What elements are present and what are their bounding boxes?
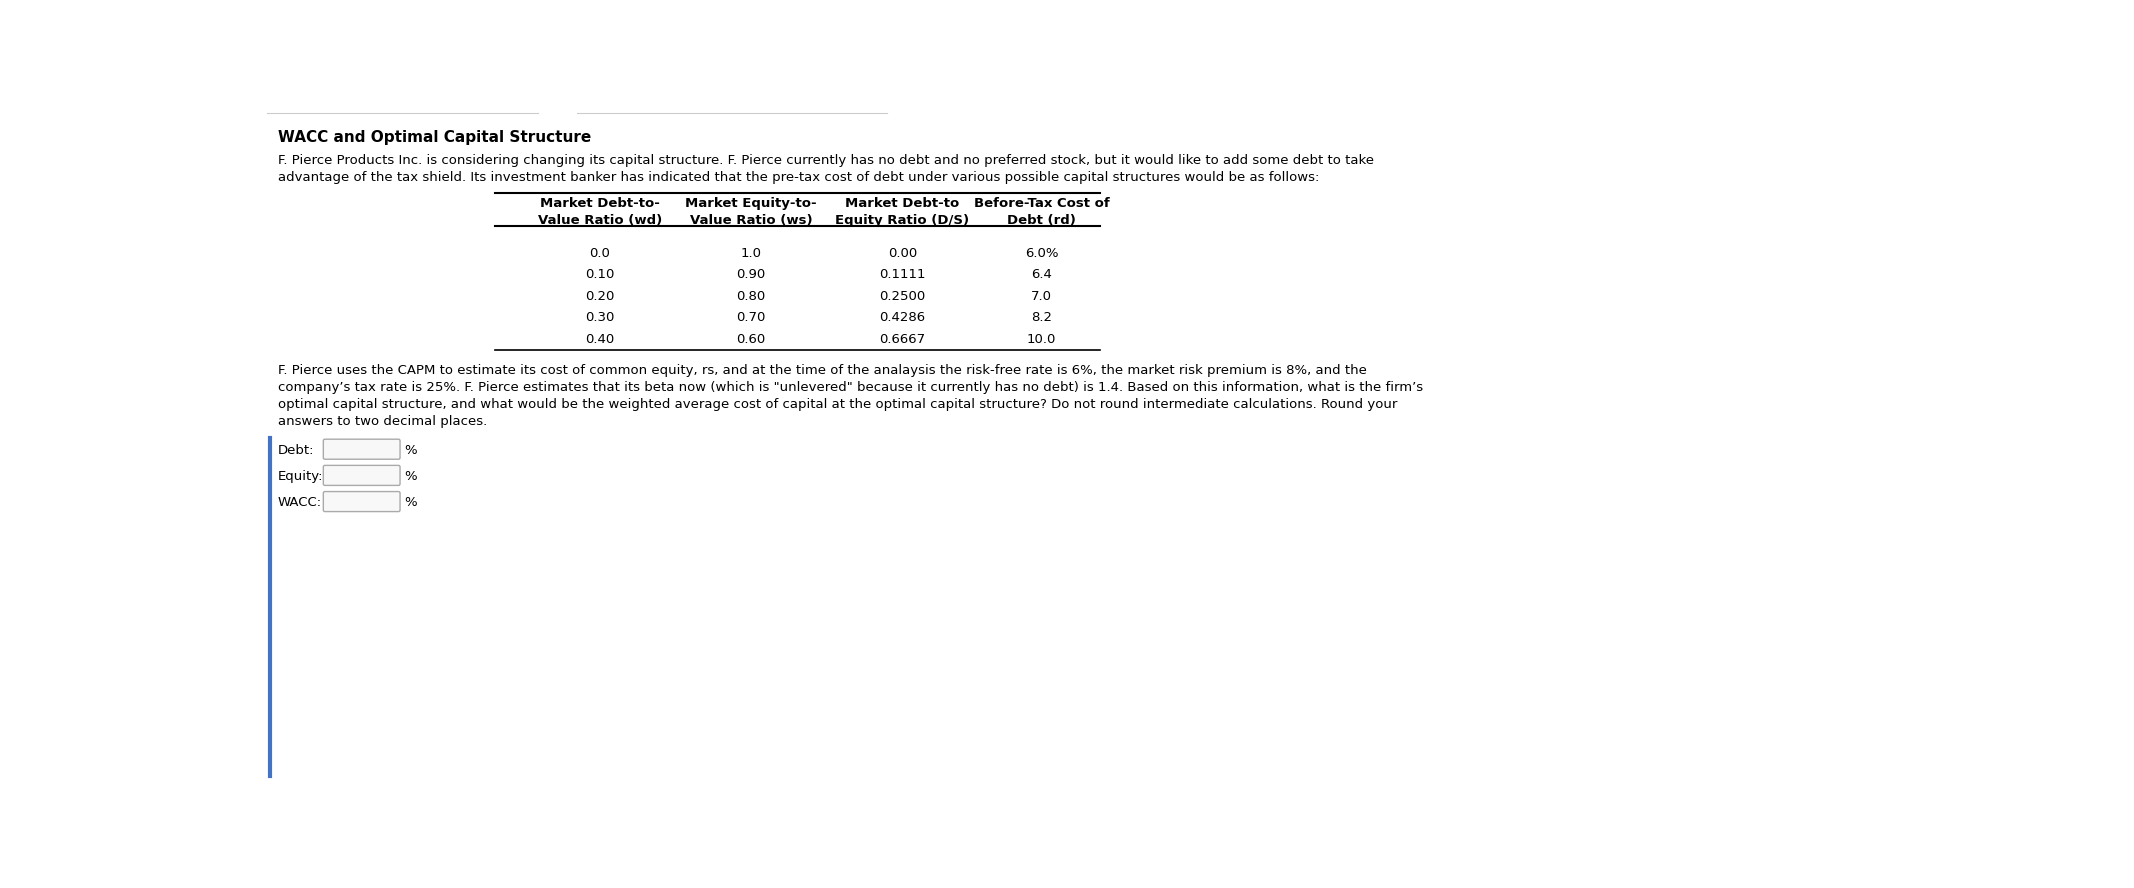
Text: 0.60: 0.60: [736, 333, 766, 346]
Text: 10.0: 10.0: [1026, 333, 1056, 346]
Text: 6.0%: 6.0%: [1024, 247, 1058, 259]
Text: Equity Ratio (D/S): Equity Ratio (D/S): [834, 214, 969, 227]
Text: F. Pierce Products Inc. is considering changing its capital structure. F. Pierce: F. Pierce Products Inc. is considering c…: [277, 155, 1374, 167]
Text: answers to two decimal places.: answers to two decimal places.: [277, 415, 487, 427]
Text: 0.30: 0.30: [585, 312, 615, 324]
Text: F. Pierce uses the CAPM to estimate its cost of common equity, rs, and at the ti: F. Pierce uses the CAPM to estimate its …: [277, 364, 1366, 377]
FancyBboxPatch shape: [324, 440, 399, 459]
Text: Debt:: Debt:: [277, 444, 314, 456]
Text: 0.00: 0.00: [888, 247, 918, 259]
Text: Market Debt-to: Market Debt-to: [845, 197, 960, 210]
FancyBboxPatch shape: [324, 465, 399, 486]
Text: Market Equity-to-: Market Equity-to-: [685, 197, 817, 210]
Text: %: %: [405, 470, 418, 483]
Text: 0.1111: 0.1111: [879, 268, 926, 281]
Text: advantage of the tax shield. Its investment banker has indicated that the pre-ta: advantage of the tax shield. Its investm…: [277, 171, 1319, 184]
Text: 0.40: 0.40: [585, 333, 615, 346]
Text: Equity:: Equity:: [277, 470, 322, 483]
Text: Value Ratio (ws): Value Ratio (ws): [689, 214, 813, 227]
Text: 0.4286: 0.4286: [879, 312, 926, 324]
Text: 0.0: 0.0: [589, 247, 610, 259]
Text: %: %: [405, 496, 418, 509]
Text: Before-Tax Cost of: Before-Tax Cost of: [973, 197, 1110, 210]
Text: 0.10: 0.10: [585, 268, 615, 281]
Text: Debt (rd): Debt (rd): [1007, 214, 1076, 227]
Text: 0.90: 0.90: [736, 268, 766, 281]
Text: company’s tax rate is 25%. F. Pierce estimates that its beta now (which is "unle: company’s tax rate is 25%. F. Pierce est…: [277, 381, 1423, 393]
Text: 0.6667: 0.6667: [879, 333, 926, 346]
Text: 0.2500: 0.2500: [879, 289, 926, 303]
Text: 1.0: 1.0: [740, 247, 762, 259]
Text: 6.4: 6.4: [1031, 268, 1052, 281]
FancyBboxPatch shape: [324, 492, 399, 511]
Text: 0.80: 0.80: [736, 289, 766, 303]
Text: 0.70: 0.70: [736, 312, 766, 324]
Text: %: %: [405, 444, 418, 456]
Text: 8.2: 8.2: [1031, 312, 1052, 324]
Text: 7.0: 7.0: [1031, 289, 1052, 303]
Text: 0.20: 0.20: [585, 289, 615, 303]
Text: optimal capital structure, and what would be the weighted average cost of capita: optimal capital structure, and what woul…: [277, 398, 1398, 410]
Text: WACC:: WACC:: [277, 496, 322, 509]
Text: WACC and Optimal Capital Structure: WACC and Optimal Capital Structure: [277, 130, 591, 145]
Text: Value Ratio (wd): Value Ratio (wd): [538, 214, 662, 227]
Text: Market Debt-to-: Market Debt-to-: [540, 197, 659, 210]
